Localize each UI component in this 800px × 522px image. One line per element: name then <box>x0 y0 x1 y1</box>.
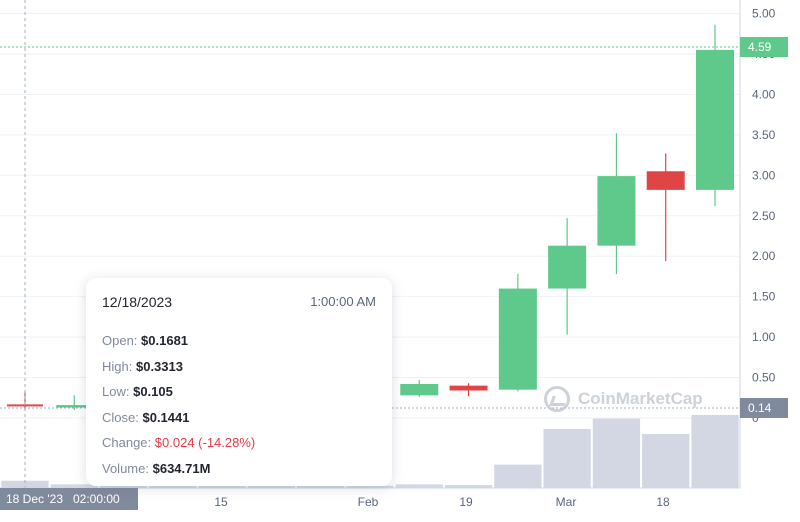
volume-bar <box>592 418 641 488</box>
volume-bar <box>444 485 493 488</box>
tooltip-low: Low: $0.105 <box>102 384 173 399</box>
y-tick-label: 3.50 <box>752 128 776 142</box>
volume-bar <box>691 415 739 488</box>
volume-bar <box>346 485 394 488</box>
tooltip-high: High: $0.3313 <box>102 358 183 374</box>
candle-body <box>498 288 537 390</box>
coinmarketcap-logo-icon <box>544 386 570 412</box>
candle-body <box>7 404 43 407</box>
volume-bar <box>149 485 197 488</box>
y-tick-label: 0 <box>752 411 759 425</box>
tooltip-open: Open: $0.1681 <box>102 333 189 348</box>
candle <box>548 218 587 335</box>
volume-bar <box>99 485 148 488</box>
candle-body <box>400 384 439 396</box>
candle <box>646 153 685 262</box>
volume-bar <box>543 428 591 488</box>
volume-bar <box>494 464 542 488</box>
ohlc-tooltip: 12/18/2023 1:00:00 AM Open: $0.1681 High… <box>86 278 392 486</box>
volume-bars <box>1 415 739 488</box>
x-tick-label: Feb <box>358 495 379 509</box>
x-tick-label: Mar <box>556 495 577 509</box>
candle <box>597 133 636 274</box>
y-tick-label: 2.00 <box>752 249 776 263</box>
tooltip-time: 1:00:00 AM <box>310 294 376 309</box>
y-tick-label: 5.00 <box>752 7 776 21</box>
candle-body <box>696 49 734 190</box>
candle-body <box>646 171 685 190</box>
y-tick-label: 2.50 <box>752 209 776 223</box>
volume-bar <box>1 480 49 488</box>
candle-body <box>597 176 636 246</box>
tooltip-close: Close: $0.1441 <box>102 409 190 425</box>
volume-bar <box>395 484 443 488</box>
candle-body <box>56 405 93 408</box>
y-tick-label: 4.00 <box>752 87 776 101</box>
tooltip-change: Change: $0.024 (-14.28%) <box>102 435 256 450</box>
crosshair-time-badge: 18 Dec '23 02:00:00 <box>0 488 138 510</box>
low-price-badge: 0.14 <box>740 398 788 418</box>
y-tick-label: 3.00 <box>752 168 776 182</box>
volume-bar <box>247 485 296 488</box>
watermark: CoinMarketCap <box>544 386 703 412</box>
y-tick-label: 1.50 <box>752 290 776 304</box>
volume-bar <box>198 485 246 488</box>
volume-bar <box>642 433 690 488</box>
x-tick-label: 15 <box>214 495 228 509</box>
candle-body <box>548 245 587 289</box>
candle <box>498 273 537 392</box>
candles <box>7 24 734 410</box>
tooltip-volume: Volume: $634.71M <box>102 460 211 476</box>
x-tick-label: 19 <box>459 495 473 509</box>
candle-body <box>449 385 488 391</box>
y-tick-label: 0.50 <box>752 371 776 385</box>
candle <box>7 391 43 410</box>
y-tick-label: 1.00 <box>752 330 776 344</box>
current-price-badge: 4.59 <box>740 37 788 57</box>
candle <box>400 379 439 397</box>
watermark-text: CoinMarketCap <box>578 389 703 408</box>
y-axis: 5.004.504.003.503.002.502.001.501.000.50… <box>752 7 776 426</box>
candle <box>696 24 734 207</box>
candle <box>449 383 488 397</box>
volume-bar <box>297 485 345 488</box>
tooltip-header: 12/18/2023 1:00:00 AM <box>102 294 376 310</box>
candle <box>56 395 93 410</box>
volume-bar <box>50 484 98 488</box>
x-axis: 15 Feb 19 Mar 18 <box>214 495 670 509</box>
tooltip-date: 12/18/2023 <box>102 294 173 310</box>
x-tick-label: 18 <box>656 495 670 509</box>
